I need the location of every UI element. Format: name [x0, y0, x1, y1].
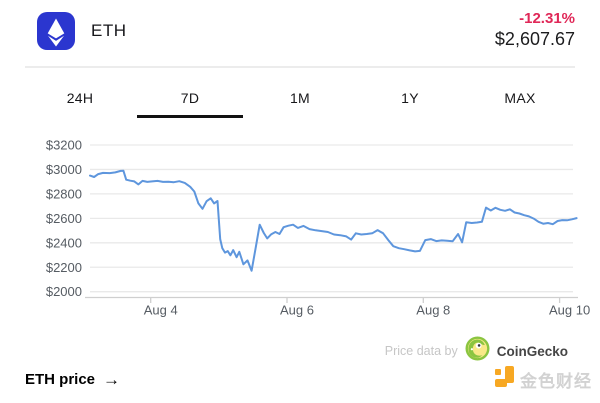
header-divider — [25, 66, 575, 68]
jinse-finance-watermark: 金色财经 — [495, 366, 592, 392]
svg-text:$3200: $3200 — [46, 138, 82, 153]
price-block: -12.31% $2,607.67 — [495, 9, 575, 50]
svg-text:Aug 8: Aug 8 — [416, 303, 450, 318]
coingecko-brand: CoinGecko — [496, 343, 568, 359]
svg-text:Aug 10: Aug 10 — [549, 303, 590, 318]
attribution: Price data by CoinGecko — [384, 336, 568, 366]
tab-7d[interactable]: 7D — [135, 82, 245, 118]
svg-text:Aug 4: Aug 4 — [144, 303, 178, 318]
jinse-logo-icon — [495, 366, 515, 392]
current-price: $2,607.67 — [494, 29, 575, 49]
tab-1y[interactable]: 1Y — [355, 82, 465, 114]
svg-text:$2800: $2800 — [46, 186, 82, 201]
attribution-text: Price data by — [384, 344, 458, 358]
eth-logo — [37, 12, 75, 50]
svg-text:Aug 6: Aug 6 — [280, 303, 314, 318]
svg-text:$2000: $2000 — [46, 284, 82, 299]
price-change-percent: -12.31% — [519, 10, 575, 27]
coin-name: ETH — [91, 21, 127, 40]
chart-caption: ETH price — [25, 371, 96, 388]
svg-text:$2400: $2400 — [46, 235, 82, 250]
header: ETH -12.31% $2,607.67 — [0, 0, 600, 68]
arrow-right-icon: → — [103, 370, 121, 389]
price-chart: $3200 $3000 $2800 $2600 $2400 $2200 $2000 Aug 4… — [0, 135, 600, 320]
price-line-chart: $3200 $3000 $2800 $2600 $2400 $2200 $2000 Aug 4… — [46, 138, 590, 318]
tab-1m[interactable]: 1M — [245, 82, 355, 114]
coin-identity: ETH — [37, 12, 127, 50]
svg-text:$2200: $2200 — [46, 260, 82, 275]
jinse-watermark-text: 金色财经 — [520, 371, 592, 391]
tab-24h[interactable]: 24H — [25, 82, 135, 114]
timeframe-tabs: 24H 7D 1M 1Y MAX — [25, 82, 575, 118]
caption-row: ETH price → — [25, 371, 120, 388]
svg-text:$3000: $3000 — [46, 162, 82, 177]
coingecko-logo-icon — [465, 336, 490, 366]
svg-text:$2600: $2600 — [46, 211, 82, 226]
ethereum-diamond-icon — [47, 18, 65, 47]
tab-max[interactable]: MAX — [465, 82, 575, 114]
